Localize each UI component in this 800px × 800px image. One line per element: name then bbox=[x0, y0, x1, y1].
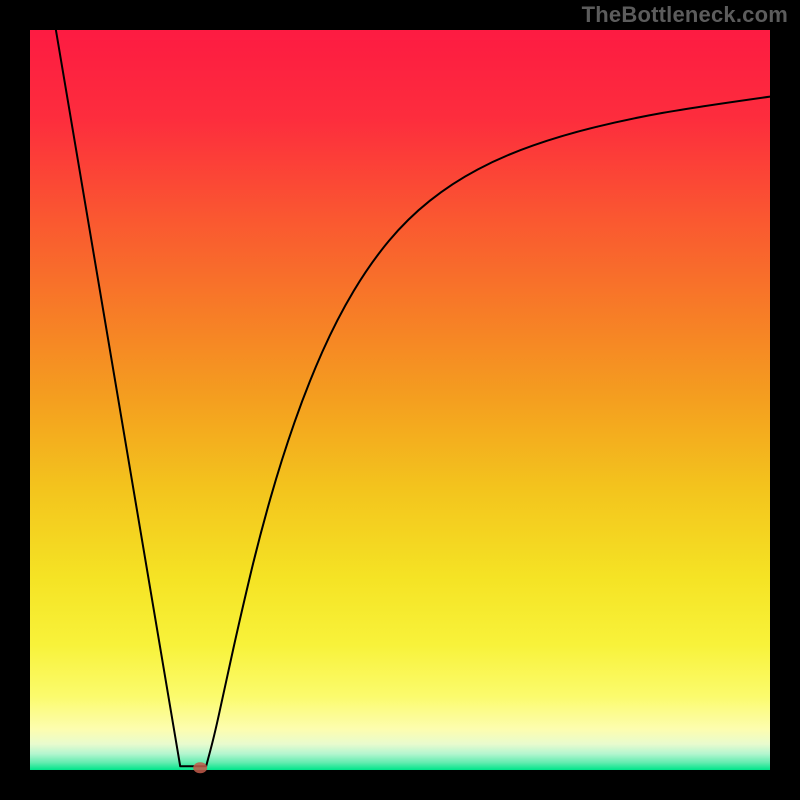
bottleneck-chart bbox=[0, 0, 800, 800]
figure-root: TheBottleneck.com bbox=[0, 0, 800, 800]
plot-background bbox=[30, 30, 770, 770]
lowest-point-marker bbox=[193, 762, 207, 773]
